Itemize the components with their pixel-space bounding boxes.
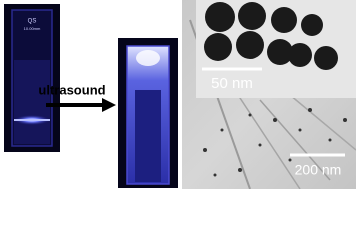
tem-image: 50 nm 200 nm <box>182 0 356 189</box>
process-arrow: ultrasound <box>38 82 116 112</box>
inset-scale-label: 50 nm <box>211 75 253 92</box>
figure: QS 10.00mm ultrasound <box>4 0 356 189</box>
arrow-label: ultrasound <box>38 82 105 97</box>
main-scale-label: 200 nm <box>295 162 342 178</box>
cuvette-brand: QS <box>28 19 37 25</box>
cuvette-size: 10.00mm <box>24 26 41 31</box>
left-cuvette-photo: QS 10.00mm <box>4 4 60 152</box>
right-cuvette-photo <box>118 38 178 188</box>
